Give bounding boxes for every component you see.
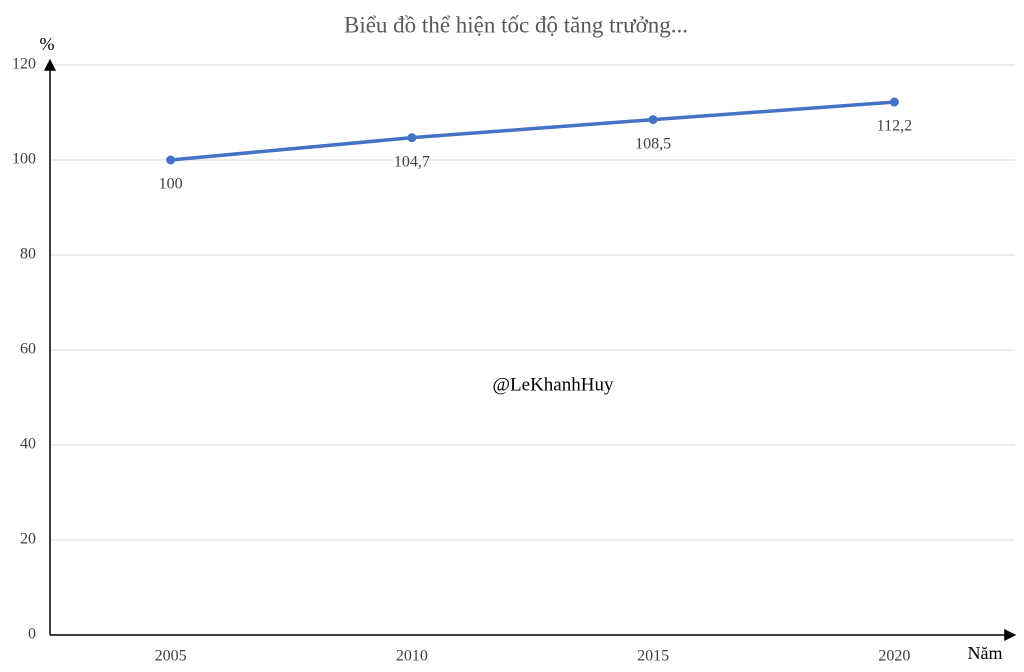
x-tick-label: 2015 (637, 648, 669, 665)
y-axis-label: % (40, 34, 55, 54)
y-tick-label: 80 (20, 246, 36, 263)
annotation: @LeKhanhHuy (493, 374, 614, 395)
data-label: 100 (159, 176, 183, 193)
y-tick-label: 40 (20, 436, 36, 453)
data-line (170, 100, 895, 162)
data-point (889, 97, 899, 107)
data-point (166, 155, 176, 165)
data-label: 112,2 (877, 118, 912, 135)
data-label: 104,7 (394, 153, 430, 170)
y-tick-label: 0 (28, 626, 36, 643)
data-point (648, 115, 658, 125)
y-tick-label: 60 (20, 341, 36, 358)
x-axis-label: Năm (968, 643, 1003, 663)
chart-title: Biểu đồ thể hiện tốc độ tăng trưởng... (344, 12, 688, 37)
data-point (407, 133, 417, 143)
y-tick-label: 20 (20, 531, 36, 548)
x-tick-label: 2020 (878, 648, 910, 665)
y-tick-label: 120 (12, 56, 36, 73)
data-label: 108,5 (635, 135, 671, 152)
x-tick-label: 2005 (155, 648, 187, 665)
x-tick-label: 2010 (396, 648, 428, 665)
y-tick-label: 100 (12, 151, 36, 168)
